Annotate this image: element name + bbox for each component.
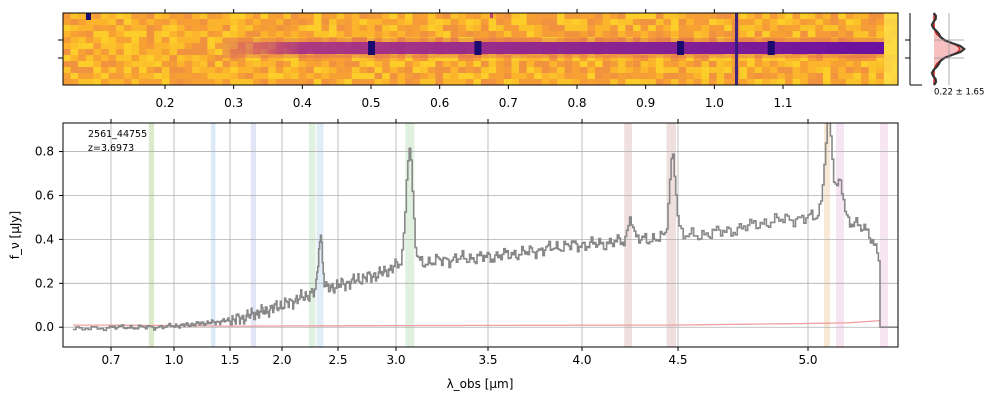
top-x-tick-label-8: 1.0 (705, 96, 724, 110)
top-x-tick-label-5: 0.7 (499, 96, 518, 110)
line-band-10 (880, 123, 888, 347)
y-tick-label-1: 0.2 (35, 276, 54, 290)
profile-data (930, 12, 966, 86)
top-x-tick-label-6: 0.8 (567, 96, 586, 110)
main-frame (62, 122, 899, 348)
spectrum-2d-ticks: 0.2 0.3 0.4 0.5 0.6 0.7 0.8 0.9 1.0 1.1 (58, 9, 793, 110)
top-x-tick-label-3: 0.5 (361, 96, 380, 110)
y-axis-label: f_ν [μJy] (8, 211, 22, 259)
grid (63, 123, 898, 347)
flux-trace (73, 123, 898, 332)
profile-annotation: 0.22 ± 1.65 (934, 88, 984, 98)
x-tick-label-9: 5.0 (798, 353, 817, 367)
top-x-tick-label-7: 0.9 (636, 96, 655, 110)
x-tick-label-0: 0.7 (101, 353, 120, 367)
top-x-tick-label-4: 0.6 (430, 96, 449, 110)
redshift-label: z=3.6973 (88, 143, 134, 154)
bright-spot-0 (368, 41, 376, 55)
spectrum-1d-panel: 0.7 1.0 1.5 2.0 2.5 3.0 3.5 4.0 4.5 5.0 0.0 0.2 0.4 0… (8, 119, 899, 391)
y-tick-label-0: 0.0 (35, 320, 54, 334)
x-tick-label-6: 3.5 (478, 353, 497, 367)
line-band-7 (666, 123, 677, 347)
top-x-tick-label-2: 0.4 (293, 96, 312, 110)
bright-spot-2 (677, 41, 685, 55)
line-band-1 (210, 123, 216, 347)
x-tick-label-1: 1.0 (164, 353, 183, 367)
profile-plot (930, 12, 966, 86)
top-x-tick-label-0: 0.2 (155, 96, 174, 110)
x-tick-label-2: 1.5 (220, 353, 239, 367)
y-tick-label-2: 0.4 (35, 232, 54, 246)
spectrum-2d-panel: 0.2 0.3 0.4 0.5 0.6 0.7 0.8 0.9 1.0 1.1 (58, 9, 899, 110)
x-axis-label: λ_obs [μm] (447, 377, 514, 391)
top-x-tick-label-9: 1.1 (773, 96, 792, 110)
uncertainty-trace (72, 319, 898, 328)
spectrum-2d-image (63, 13, 898, 85)
line-band-8 (824, 123, 830, 347)
bright-spot-1 (474, 41, 482, 55)
spectrum-2d-frame (62, 12, 899, 86)
y-tick-label-3: 0.6 (35, 188, 54, 202)
line-band-9 (836, 123, 844, 347)
line-band-2 (250, 123, 256, 347)
line-band-5 (405, 123, 415, 347)
bright-spot-3 (767, 41, 775, 55)
x-tick-label-3: 2.0 (272, 353, 291, 367)
main-ticks: 0.7 1.0 1.5 2.0 2.5 3.0 3.5 4.0 4.5 5.0 0.0 0.2 0.4 0… (35, 119, 818, 367)
profile-model (933, 13, 961, 85)
object-id-label: 2561_44755 (88, 129, 147, 140)
x-tick-label-7: 4.0 (572, 353, 591, 367)
trace-band (222, 42, 885, 54)
line-band-0 (148, 123, 155, 347)
traces (72, 123, 898, 332)
y-tick-label-4: 0.8 (35, 145, 54, 159)
line-band-3 (308, 123, 316, 347)
line-band-6 (624, 123, 632, 347)
profile-panel: 0.22 ± 1.65 (905, 12, 984, 98)
top-x-tick-label-1: 0.3 (224, 96, 243, 110)
x-tick-label-8: 4.5 (668, 353, 687, 367)
x-tick-label-4: 2.5 (328, 353, 347, 367)
x-tick-label-5: 3.0 (386, 353, 405, 367)
